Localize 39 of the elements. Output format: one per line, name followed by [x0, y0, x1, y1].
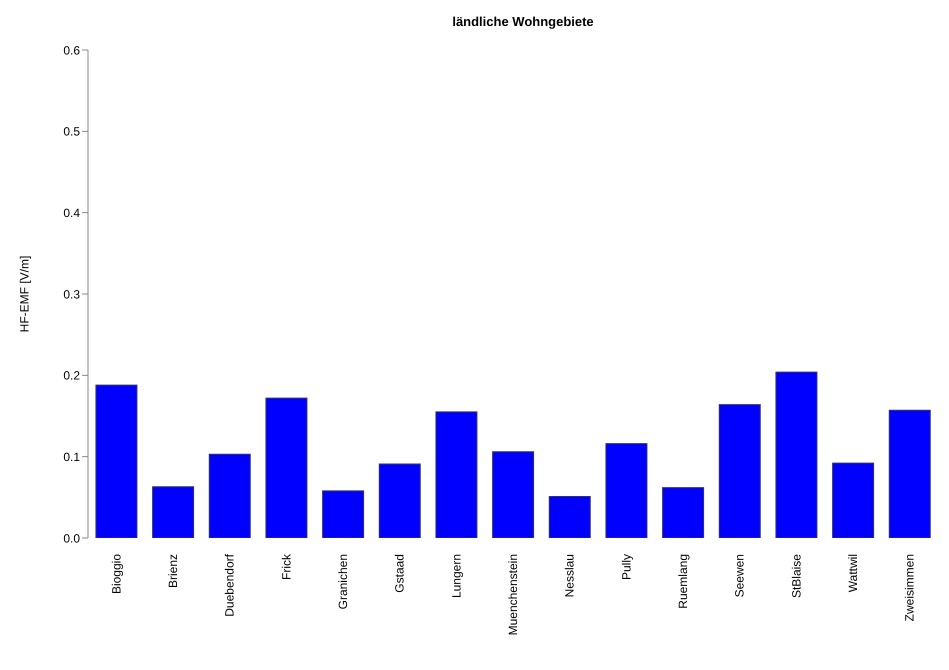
x-tick-label: Zweisimmen — [902, 554, 917, 622]
bar — [605, 443, 648, 538]
x-tick-label: Wattwil — [846, 554, 860, 592]
bar — [265, 398, 308, 538]
x-tick-label: StBlaise — [789, 554, 804, 598]
y-tick-label: 0.0 — [63, 531, 80, 546]
x-tick-label: Lungern — [449, 554, 464, 598]
x-tick-label: Ruemlang — [676, 554, 690, 609]
bar — [95, 384, 138, 538]
bar — [775, 372, 818, 538]
y-tick-label: 0.3 — [63, 287, 80, 302]
y-tick-label: 0.5 — [63, 124, 80, 139]
x-tick-label: Frick — [279, 553, 294, 580]
bar — [322, 490, 364, 538]
x-tick-label: Duebendorf — [222, 553, 237, 617]
bar — [888, 410, 931, 538]
bar — [548, 496, 591, 538]
x-tick-label: Muenchenstein — [506, 554, 520, 636]
bar — [662, 487, 704, 538]
bar — [378, 463, 421, 538]
x-tick-label: Gstaad — [392, 554, 407, 593]
bar — [435, 411, 478, 538]
y-tick-label: 0.2 — [63, 368, 80, 383]
y-tick-label: 0.4 — [63, 206, 80, 220]
bar — [492, 451, 534, 538]
x-tick-label: Seewen — [732, 554, 747, 598]
y-tick-label: 0.6 — [63, 43, 80, 58]
x-tick-label: Granichen — [336, 554, 350, 610]
x-tick-label: Nesslau — [562, 554, 577, 598]
bar — [718, 404, 761, 538]
x-tick-label: Pully — [619, 554, 634, 580]
bar — [832, 462, 874, 538]
y-tick-label: 0.1 — [63, 450, 80, 464]
x-tick-label: Bioggio — [109, 554, 124, 594]
x-tick-label: Brienz — [166, 554, 180, 588]
chart-title: ländliche Wohngebiete — [451, 14, 595, 29]
bar — [208, 454, 251, 538]
y-axis-title: HF-EMF [V/m] — [17, 256, 32, 332]
bar — [152, 486, 194, 538]
